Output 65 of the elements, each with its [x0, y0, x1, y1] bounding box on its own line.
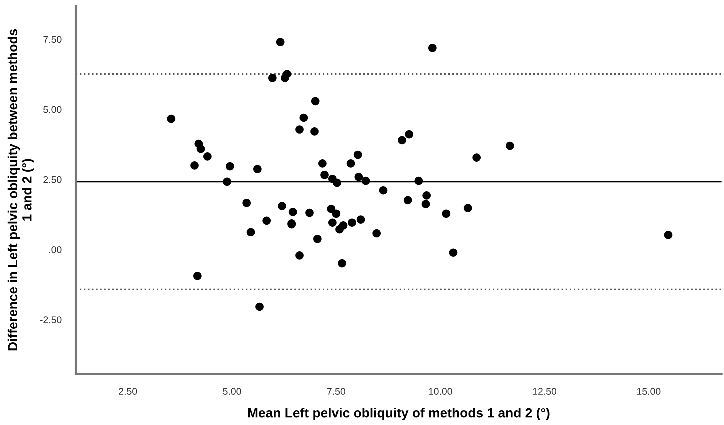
x-tick-label: 12.50	[533, 388, 557, 396]
point	[320, 171, 329, 180]
point	[310, 128, 319, 136]
point	[398, 136, 406, 145]
point	[442, 210, 451, 218]
point	[422, 191, 432, 200]
point	[339, 221, 348, 230]
point	[242, 199, 252, 208]
point	[449, 248, 458, 258]
point	[338, 259, 346, 268]
point	[506, 142, 514, 150]
point	[404, 196, 412, 205]
x-tick-label: 15.00	[637, 388, 661, 396]
point	[296, 126, 304, 134]
point	[354, 172, 364, 182]
point	[276, 38, 285, 46]
x-tick-label: 2.50	[119, 388, 138, 396]
point	[464, 204, 472, 212]
y-tick-label: .00	[50, 246, 62, 254]
point	[288, 208, 298, 216]
point	[204, 152, 212, 161]
point	[354, 150, 362, 160]
point	[428, 44, 437, 52]
point	[167, 114, 176, 124]
point	[372, 229, 382, 238]
point	[332, 210, 341, 218]
point	[246, 228, 256, 237]
y-tick-label: -2.50	[40, 316, 62, 324]
point	[283, 70, 292, 78]
x-tick-label: 7.50	[327, 388, 346, 396]
point	[254, 165, 262, 174]
point	[196, 144, 206, 154]
point	[190, 161, 199, 170]
y-axis-title: Difference in Left pelvic obliquity between methods 1 and 2 (°)	[8, 29, 34, 351]
point	[405, 130, 414, 139]
y-tick-label: 7.50	[44, 36, 62, 44]
x-tick-label: 5.00	[223, 388, 242, 396]
point	[422, 200, 430, 209]
point	[306, 208, 314, 218]
point	[268, 74, 277, 82]
point	[664, 231, 673, 240]
point	[223, 178, 232, 186]
point	[356, 216, 366, 224]
point	[328, 218, 337, 228]
point	[256, 302, 264, 312]
point	[348, 218, 356, 228]
x-tick-label: 10.00	[429, 388, 452, 396]
y-tick-label: 5.00	[44, 106, 62, 114]
point	[379, 186, 388, 195]
point	[300, 114, 308, 122]
y-tick-label: 2.50	[44, 176, 62, 184]
point	[314, 234, 322, 244]
point	[194, 272, 202, 280]
x-axis-title: Mean Left pelvic obliquity of methods 1 and 2 (°)	[248, 408, 550, 420]
point	[262, 216, 272, 226]
point	[362, 176, 370, 186]
point	[472, 154, 482, 162]
point	[226, 162, 234, 171]
point	[296, 251, 304, 260]
point	[278, 202, 286, 210]
point	[346, 160, 356, 168]
point	[333, 178, 342, 188]
point	[414, 176, 424, 186]
point	[311, 97, 320, 106]
point	[318, 160, 327, 168]
